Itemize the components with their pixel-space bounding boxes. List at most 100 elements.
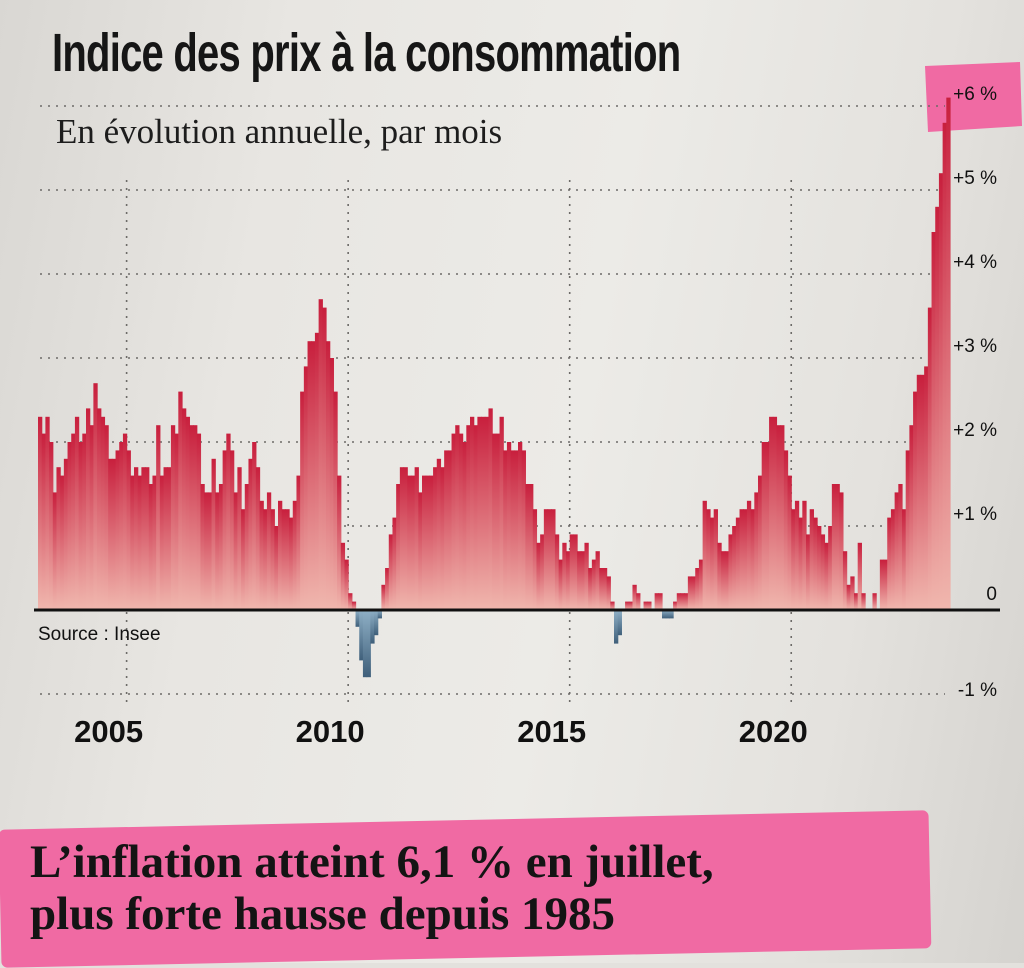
bar xyxy=(233,492,238,610)
bar xyxy=(783,450,789,610)
bar xyxy=(458,433,464,610)
bar xyxy=(588,568,593,610)
bar xyxy=(676,593,682,610)
bar xyxy=(529,484,534,610)
bar xyxy=(935,206,940,611)
bar xyxy=(226,433,231,610)
bar xyxy=(617,610,622,636)
bar xyxy=(414,467,419,610)
y-tick-label: +3 % xyxy=(953,336,997,357)
bar xyxy=(211,458,216,610)
bar xyxy=(706,509,711,610)
bar xyxy=(74,416,80,610)
bar xyxy=(108,458,113,610)
bar xyxy=(289,517,294,610)
bar xyxy=(942,122,947,611)
bar xyxy=(835,484,840,610)
bar xyxy=(802,500,807,610)
bar xyxy=(894,492,899,610)
bar xyxy=(806,534,811,610)
bar xyxy=(355,610,360,627)
headline-line-2: plus forte hausse depuis 1985 xyxy=(30,888,615,940)
bar xyxy=(318,299,323,610)
bar xyxy=(300,391,305,610)
bar xyxy=(322,307,327,610)
bar xyxy=(625,601,630,610)
bar xyxy=(218,484,224,610)
bar xyxy=(791,509,796,610)
bar xyxy=(444,450,449,610)
bar xyxy=(377,610,382,619)
bar xyxy=(898,484,903,610)
bar xyxy=(385,568,390,610)
bar xyxy=(717,542,722,610)
bar xyxy=(927,307,933,610)
bar xyxy=(455,425,460,610)
bar xyxy=(503,450,508,610)
bar xyxy=(174,433,179,610)
bar xyxy=(680,593,685,610)
bar xyxy=(311,341,316,610)
bar xyxy=(702,500,707,610)
bar xyxy=(684,593,689,610)
bar xyxy=(244,484,250,610)
bar xyxy=(344,559,349,610)
bar xyxy=(662,610,667,619)
bar xyxy=(63,458,69,610)
bar xyxy=(562,542,567,610)
bar xyxy=(163,467,168,610)
bar xyxy=(462,442,467,610)
bar xyxy=(532,509,538,610)
x-tick-label: 2005 xyxy=(74,714,143,749)
bar xyxy=(610,601,615,610)
bar xyxy=(159,475,165,610)
bar xyxy=(724,551,730,610)
bar xyxy=(388,534,394,610)
bar xyxy=(780,425,785,610)
bar xyxy=(303,366,309,610)
bar xyxy=(695,568,700,610)
bar xyxy=(665,610,670,619)
y-tick-label: +5 % xyxy=(953,168,997,189)
bar xyxy=(52,492,58,610)
bar xyxy=(93,383,98,610)
bar xyxy=(337,475,342,610)
bar xyxy=(754,492,759,610)
bar xyxy=(854,593,859,610)
bar xyxy=(362,610,368,678)
bar xyxy=(292,500,298,610)
bar xyxy=(820,534,826,610)
bar xyxy=(614,610,619,644)
bar xyxy=(182,408,187,610)
bar xyxy=(850,576,855,610)
bar xyxy=(577,551,582,610)
bar xyxy=(178,391,183,610)
bar xyxy=(451,433,456,610)
bar xyxy=(750,509,755,610)
bar xyxy=(407,475,412,610)
bar xyxy=(521,450,526,610)
bar xyxy=(842,551,848,610)
bar xyxy=(263,509,268,610)
bar xyxy=(49,442,54,610)
chart-title: Indice des prix à la consommation xyxy=(52,23,681,83)
bar xyxy=(241,509,246,610)
bar xyxy=(787,475,792,610)
headline-line-1: L’inflation atteint 6,1 % en juillet, xyxy=(30,836,714,888)
bar xyxy=(433,467,438,610)
bar xyxy=(38,416,43,610)
bar xyxy=(654,593,659,610)
bar xyxy=(266,492,272,610)
bar xyxy=(230,450,235,610)
bar xyxy=(156,425,161,610)
y-tick-label: +4 % xyxy=(953,252,997,273)
bar xyxy=(222,450,227,610)
bar xyxy=(554,534,560,610)
bar xyxy=(669,610,674,619)
bar xyxy=(687,576,693,610)
bar xyxy=(403,467,408,610)
bar xyxy=(366,610,371,678)
bar xyxy=(798,517,803,610)
bar xyxy=(204,492,209,610)
bar xyxy=(732,526,737,610)
